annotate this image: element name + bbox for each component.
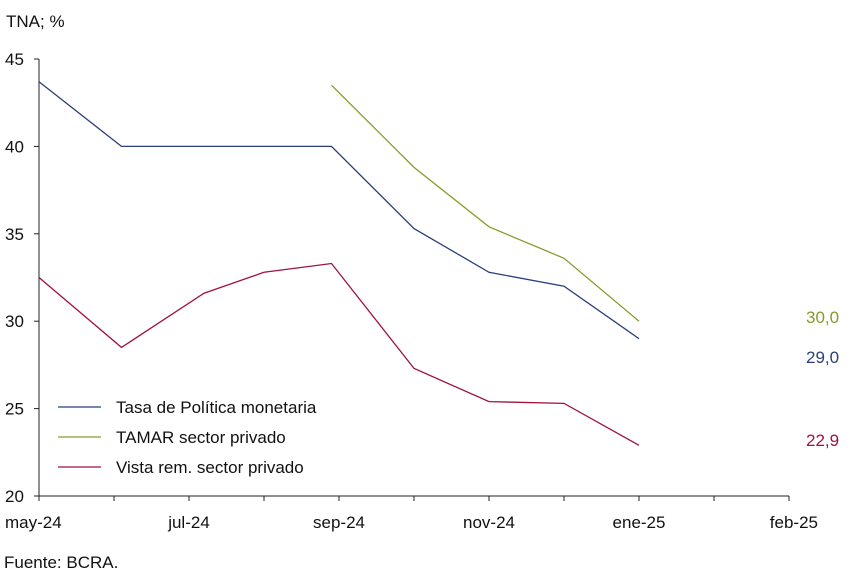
y-unit-label: TNA; % bbox=[6, 12, 65, 31]
series-line-2 bbox=[331, 84, 640, 322]
legend-label-1: Tasa de Política monetaria bbox=[116, 398, 317, 417]
y-tick-label: 45 bbox=[5, 50, 24, 69]
series-end-label-1: 29,0 bbox=[806, 348, 839, 367]
series-end-label-2: 30,0 bbox=[806, 308, 839, 327]
x-tick-label: nov-24 bbox=[463, 513, 515, 532]
y-tick-label: 25 bbox=[5, 400, 24, 419]
y-tick-label: 20 bbox=[5, 487, 24, 506]
series-line-1 bbox=[38, 81, 640, 340]
y-tick-label: 40 bbox=[5, 137, 24, 156]
x-tick-label: feb-25 bbox=[770, 513, 818, 532]
series-end-label-3: 22,9 bbox=[806, 431, 839, 450]
line-chart: 20 25 30 35 40 45 may-24 jul-24 sep-24 nov-24 ene-… bbox=[5, 50, 839, 532]
x-tick-label: ene-25 bbox=[613, 513, 666, 532]
y-tick-label: 35 bbox=[5, 225, 24, 244]
x-tick-label: may-24 bbox=[5, 513, 62, 532]
legend-label-2: TAMAR sector privado bbox=[116, 428, 286, 447]
source-note: Fuente: BCRA. bbox=[4, 553, 119, 572]
y-tick-label: 30 bbox=[5, 312, 24, 331]
x-tick-label: jul-24 bbox=[167, 513, 210, 532]
x-tick-label: sep-24 bbox=[313, 513, 365, 532]
legend-label-3: Vista rem. sector privado bbox=[116, 458, 304, 477]
series-line-3 bbox=[38, 262, 640, 446]
